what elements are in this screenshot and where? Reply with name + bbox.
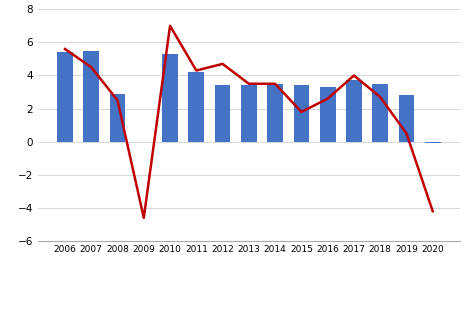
Bar — [267, 84, 283, 142]
Bar — [399, 95, 414, 142]
Bar — [57, 52, 73, 142]
Bar — [372, 84, 388, 142]
Bar — [109, 94, 126, 142]
Bar — [215, 85, 230, 142]
Bar — [425, 142, 441, 143]
Bar — [83, 51, 99, 142]
Bar — [241, 85, 257, 142]
Bar — [346, 80, 362, 142]
Bar — [162, 54, 178, 142]
Bar — [320, 87, 336, 142]
Bar — [293, 85, 309, 142]
Bar — [189, 72, 204, 142]
